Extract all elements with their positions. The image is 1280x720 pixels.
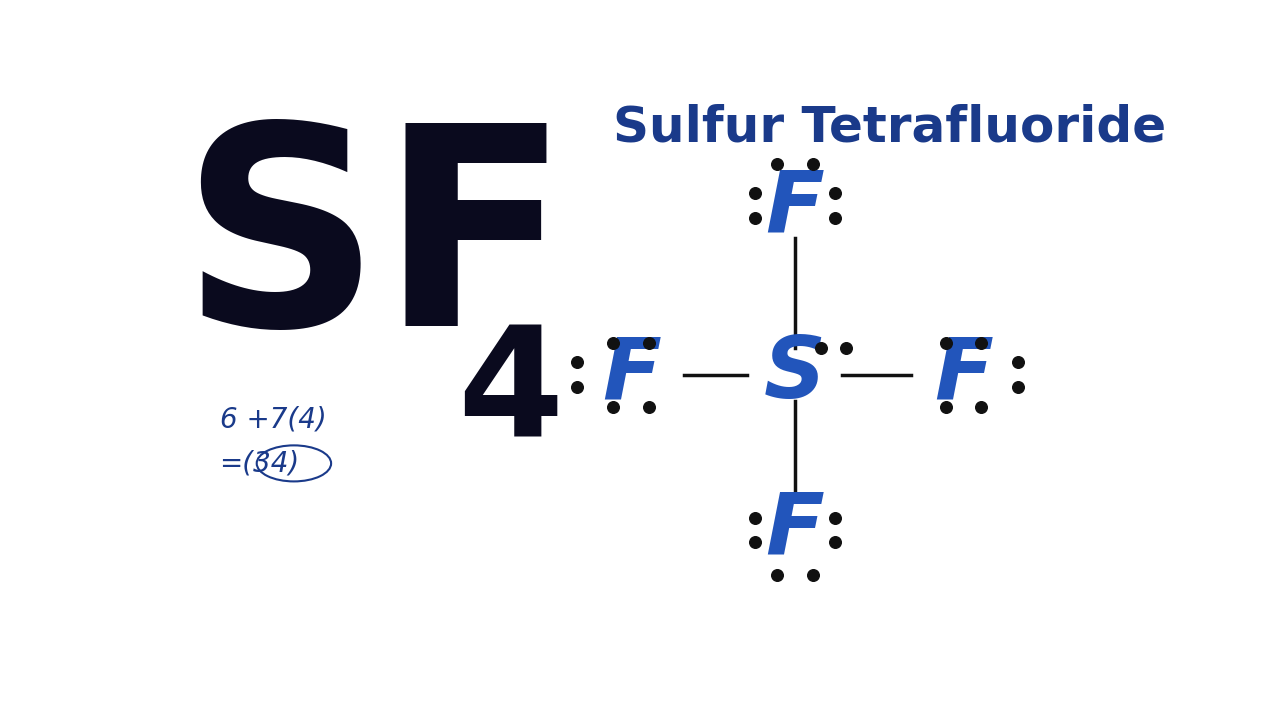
Point: [767, 570, 787, 581]
Text: F: F: [934, 333, 993, 416]
Point: [824, 212, 845, 224]
Text: S: S: [764, 333, 826, 416]
Point: [803, 570, 823, 581]
Text: F: F: [765, 167, 824, 250]
Point: [810, 342, 831, 354]
Point: [972, 401, 992, 413]
Text: F: F: [765, 488, 824, 572]
Text: 6 +7(4): 6 +7(4): [220, 405, 326, 433]
Point: [745, 512, 765, 523]
Text: F: F: [602, 333, 660, 416]
Point: [836, 342, 856, 354]
Point: [824, 512, 845, 523]
Point: [1007, 381, 1028, 392]
Point: [803, 158, 823, 170]
Point: [603, 337, 623, 348]
Point: [767, 158, 787, 170]
Point: [745, 536, 765, 548]
Text: =(34): =(34): [220, 449, 300, 477]
Point: [566, 381, 586, 392]
Point: [824, 187, 845, 199]
Point: [1007, 356, 1028, 368]
Point: [745, 187, 765, 199]
Point: [824, 536, 845, 548]
Point: [745, 212, 765, 224]
Point: [972, 337, 992, 348]
Text: Sulfur Tetrafluoride: Sulfur Tetrafluoride: [613, 103, 1166, 151]
Text: SF: SF: [179, 114, 570, 384]
Point: [936, 401, 956, 413]
Point: [639, 337, 659, 348]
Point: [603, 401, 623, 413]
Point: [566, 356, 586, 368]
Point: [936, 337, 956, 348]
Point: [639, 401, 659, 413]
Text: 4: 4: [458, 319, 564, 468]
